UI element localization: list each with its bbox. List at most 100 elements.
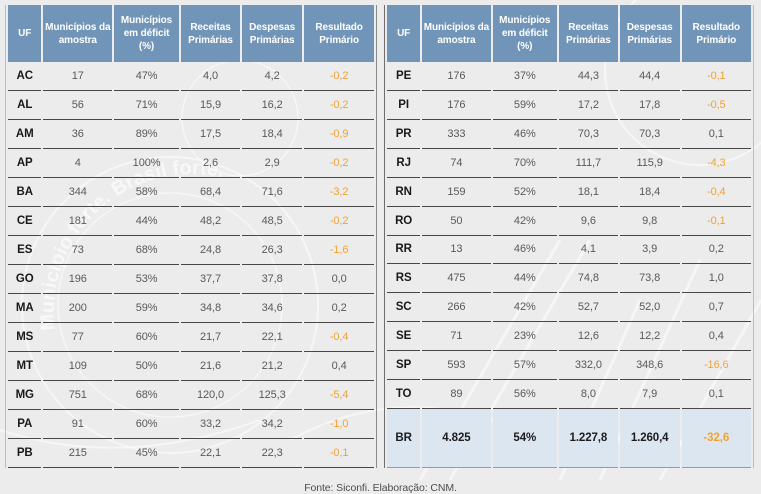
value-cell: 48,2 [180, 207, 241, 236]
table-row: PR 333 46% 70,3 70,3 0,1 [387, 120, 751, 149]
value-cell: 22,1 [242, 323, 303, 352]
value-cell: -0,4 [681, 178, 751, 207]
table-row: AM 36 89% 17,5 18,4 -0,9 [8, 120, 374, 149]
value-cell: -4,3 [681, 149, 751, 178]
value-cell: 37,8 [242, 265, 303, 294]
value-cell: 215 [43, 439, 113, 468]
value-cell: 9,6 [559, 207, 618, 236]
uf-cell: SC [387, 293, 421, 323]
value-cell: 44% [114, 207, 179, 236]
value-cell: 34,6 [242, 294, 303, 323]
table-row: SC 266 42% 52,7 52,0 0,7 [387, 293, 751, 323]
value-cell: 50 [422, 207, 491, 236]
value-cell: -0,2 [304, 149, 374, 178]
value-cell: 17,5 [180, 120, 241, 149]
value-cell: 333 [422, 120, 491, 149]
table-row: MS 77 60% 21,7 22,1 -0,4 [8, 323, 374, 352]
value-cell: 71,6 [242, 178, 303, 207]
uf-cell: PR [387, 120, 421, 149]
value-cell: 0,2 [681, 236, 751, 265]
value-cell: 13 [422, 236, 491, 265]
uf-cell: AC [8, 62, 42, 91]
value-cell: 91 [43, 410, 113, 439]
uf-cell: SE [387, 322, 421, 352]
uf-cell: PE [387, 62, 421, 91]
uf-cell: AM [8, 120, 42, 149]
value-cell: 125,3 [242, 381, 303, 410]
uf-cell: BA [8, 178, 42, 207]
value-cell: 593 [422, 351, 491, 381]
value-cell: 4,2 [242, 62, 303, 91]
left-table-header: UF Municípios da amostra Municípios em d… [8, 5, 374, 62]
value-cell: 56% [492, 380, 557, 410]
uf-cell: AL [8, 91, 42, 120]
value-cell: -32,6 [681, 409, 751, 468]
value-cell: 0,1 [681, 120, 751, 149]
value-cell: 46% [492, 120, 557, 149]
value-cell: 111,7 [559, 149, 618, 178]
table-row: PB 215 45% 22,1 22,3 -0,1 [8, 439, 374, 468]
value-cell: 52,7 [559, 293, 618, 323]
column-header-receitas-primarias: Receitas Primárias [559, 5, 618, 62]
value-cell: 4.825 [422, 409, 491, 468]
total-row: BR 4.825 54% 1.227,8 1.260,4 -32,6 [387, 409, 751, 468]
table-row: GO 196 53% 37,7 37,8 0,0 [8, 265, 374, 294]
table-row: MG 751 68% 120,0 125,3 -5,4 [8, 381, 374, 410]
value-cell: 71 [422, 322, 491, 352]
column-header-despesas-primarias: Despesas Primárias [242, 5, 303, 62]
source-note: Fonte: Siconfi. Elaboração: CNM. [304, 482, 457, 494]
value-cell: 54% [492, 409, 557, 468]
value-cell: 200 [43, 294, 113, 323]
table-row: RO 50 42% 9,6 9,8 -0,1 [387, 207, 751, 236]
table-row: RR 13 46% 4,1 3,9 0,2 [387, 236, 751, 265]
value-cell: 0,0 [304, 265, 374, 294]
value-cell: 68% [114, 381, 179, 410]
value-cell: 17,2 [559, 91, 618, 120]
table-row: AP 4 100% 2,6 2,9 -0,2 [8, 149, 374, 178]
value-cell: 4,0 [180, 62, 241, 91]
uf-cell: PI [387, 91, 421, 120]
uf-cell: CE [8, 207, 42, 236]
uf-cell: RO [387, 207, 421, 236]
uf-cell: PB [8, 439, 42, 468]
value-cell: 2,6 [180, 149, 241, 178]
value-cell: 1.227,8 [559, 409, 618, 468]
value-cell: 37% [492, 62, 557, 91]
value-cell: 68% [114, 236, 179, 265]
value-cell: 26,3 [242, 236, 303, 265]
value-cell: 21,2 [242, 352, 303, 381]
value-cell: 57% [492, 351, 557, 381]
value-cell: 17 [43, 62, 113, 91]
tables-container: UF Municípios da amostra Municípios em d… [5, 5, 756, 468]
uf-cell: GO [8, 265, 42, 294]
value-cell: 70% [492, 149, 557, 178]
value-cell: 15,9 [180, 91, 241, 120]
value-cell: 71% [114, 91, 179, 120]
column-header-resultado-primario: Resultado Primário [681, 5, 751, 62]
right-table-body: PE 176 37% 44,3 44,4 -0,1 PI 176 59% 17,2 17,8 -0,5… [387, 62, 751, 468]
uf-cell: RJ [387, 149, 421, 178]
column-header-municipios-deficit: Municípios em déficit (%) [492, 5, 557, 62]
value-cell: 42% [492, 207, 557, 236]
value-cell: 47% [114, 62, 179, 91]
value-cell: 24,8 [180, 236, 241, 265]
value-cell: 751 [43, 381, 113, 410]
value-cell: 4,1 [559, 236, 618, 265]
value-cell: 8,0 [559, 380, 618, 410]
value-cell: 12,6 [559, 322, 618, 352]
uf-cell: RN [387, 178, 421, 207]
table-row: SP 593 57% 332,0 348,6 -16,6 [387, 351, 751, 381]
value-cell: 36 [43, 120, 113, 149]
value-cell: 17,8 [619, 91, 680, 120]
value-cell: -0,1 [681, 207, 751, 236]
value-cell: 50% [114, 352, 179, 381]
uf-cell: MG [8, 381, 42, 410]
column-header-municipios-deficit: Municípios em déficit (%) [114, 5, 179, 62]
value-cell: 34,8 [180, 294, 241, 323]
value-cell: -16,6 [681, 351, 751, 381]
value-cell: 159 [422, 178, 491, 207]
value-cell: 196 [43, 265, 113, 294]
value-cell: 74 [422, 149, 491, 178]
value-cell: -0,2 [304, 207, 374, 236]
table-row: PI 176 59% 17,2 17,8 -0,5 [387, 91, 751, 120]
